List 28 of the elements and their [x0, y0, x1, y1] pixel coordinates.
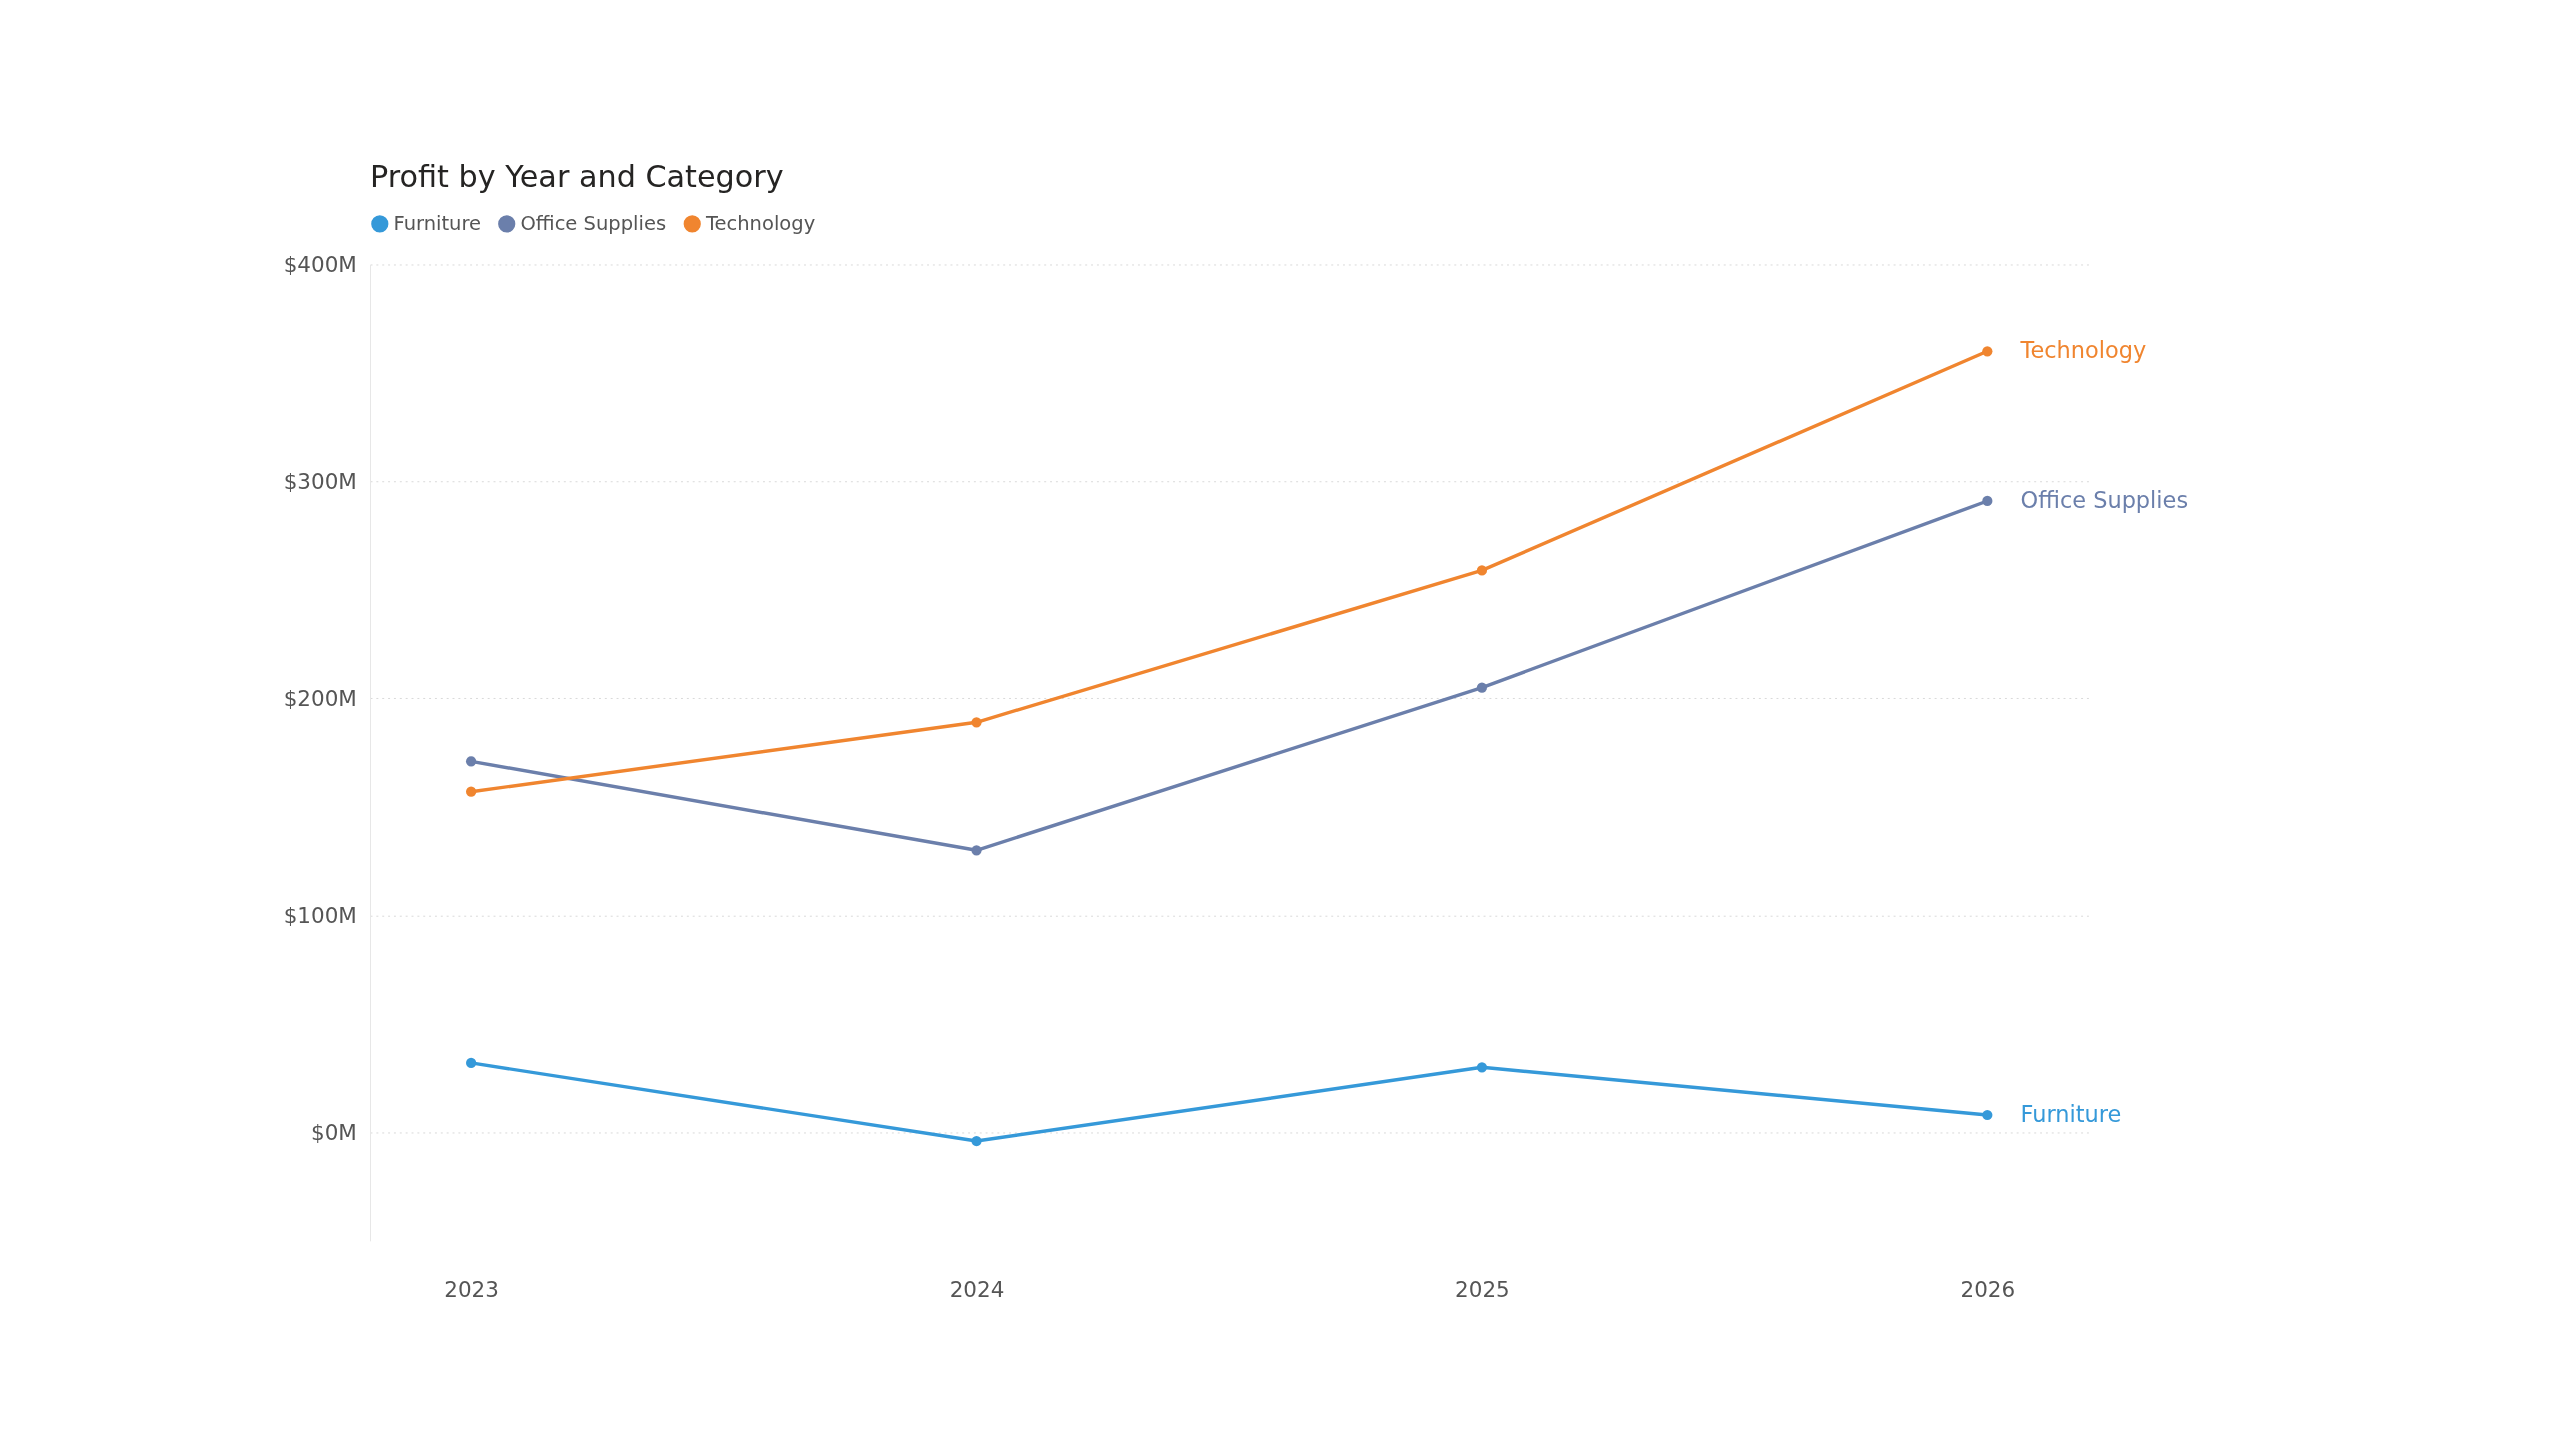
text: Furniture	[2020, 1100, 2122, 1127]
legend-label: Furniture	[393, 211, 482, 235]
x-tick-label: 2023	[444, 1276, 499, 1302]
point	[466, 1057, 477, 1069]
legend-label: Technology	[704, 211, 816, 235]
point	[1982, 495, 1993, 507]
y-tick-label: $300M	[283, 468, 357, 494]
point	[1982, 1109, 1993, 1121]
point	[1476, 565, 1488, 576]
y-tick-label: $100M	[283, 902, 357, 928]
x-tick-label: 2024	[949, 1276, 1005, 1302]
point	[466, 786, 477, 797]
y-tick-label: $0M	[311, 1119, 357, 1145]
point	[1476, 682, 1488, 693]
y-tick-label: $200M	[283, 685, 357, 711]
x-tick-label: 2026	[1960, 1276, 2016, 1302]
point	[466, 756, 477, 767]
legend-label: Office Supplies	[520, 211, 667, 235]
chart-title: Profit by Year and Category	[370, 159, 784, 195]
x-tick-label: 2025	[1455, 1276, 1510, 1302]
point	[1982, 346, 1993, 357]
text: Technology	[2020, 337, 2147, 364]
point	[971, 717, 982, 728]
point	[971, 845, 982, 856]
text: Office Supplies	[2020, 486, 2189, 513]
y-tick-label: $400M	[283, 251, 357, 277]
point	[971, 1135, 982, 1147]
point	[1476, 1062, 1488, 1073]
